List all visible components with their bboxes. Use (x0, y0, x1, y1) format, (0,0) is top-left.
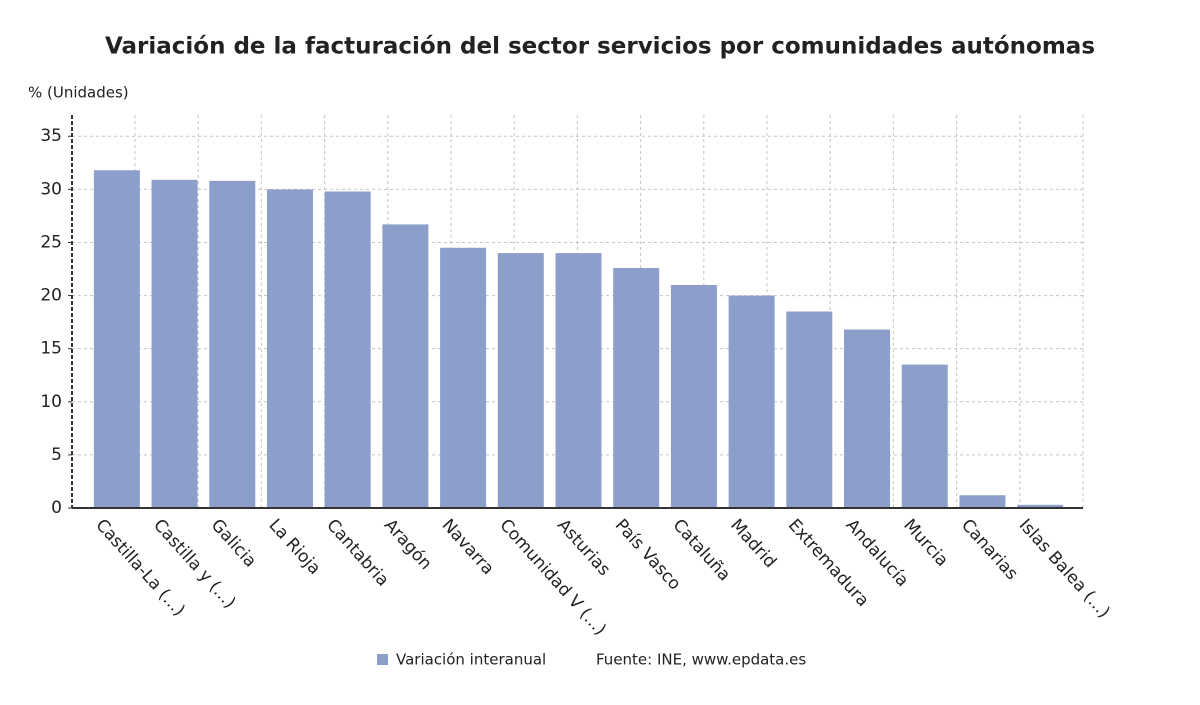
chart-title: Variación de la facturación del sector s… (105, 34, 1095, 60)
x-tick-label: Madrid (726, 515, 780, 572)
bar (266, 189, 313, 508)
bar (613, 267, 660, 508)
bar (670, 284, 717, 508)
x-tick-label: Navarra (438, 515, 498, 579)
bar (555, 253, 602, 508)
x-tick-label: Asturias (553, 515, 614, 580)
x-tick-label: La Rioja (265, 515, 325, 578)
bar (1017, 504, 1064, 508)
bar (151, 179, 198, 509)
y-tick-label: 25 (40, 232, 62, 252)
y-tick-label: 15 (40, 339, 62, 359)
y-tick-label: 5 (51, 445, 62, 465)
bar (497, 253, 544, 508)
legend-swatch (377, 654, 388, 665)
y-tick-label: 35 (40, 126, 62, 146)
y-tick-label: 10 (40, 392, 62, 412)
bar (93, 170, 140, 509)
x-tick-label: Comunidad V (...) (495, 515, 610, 639)
bar (844, 329, 891, 508)
bar (382, 224, 429, 508)
bar (728, 295, 775, 508)
x-tick-label: Galicia (207, 515, 260, 571)
bar (786, 311, 833, 508)
legend-label: Variación interanual (396, 651, 546, 669)
bar (209, 180, 256, 508)
bar (440, 247, 487, 508)
bar (959, 495, 1006, 508)
bar (324, 191, 371, 508)
bar (901, 364, 948, 508)
y-axis-label: % (Unidades) (28, 84, 129, 102)
x-tick-label: Islas Balea (...) (1015, 515, 1114, 622)
x-tick-label: Aragón (380, 515, 436, 574)
x-tick-label: Canarias (957, 515, 1022, 584)
y-tick-label: 20 (40, 286, 62, 306)
x-tick-label: Murcia (899, 515, 952, 570)
y-tick-label: 30 (40, 179, 62, 199)
source: Fuente: INE, www.epdata.es (596, 651, 806, 669)
y-tick-label: 0 (51, 498, 62, 518)
